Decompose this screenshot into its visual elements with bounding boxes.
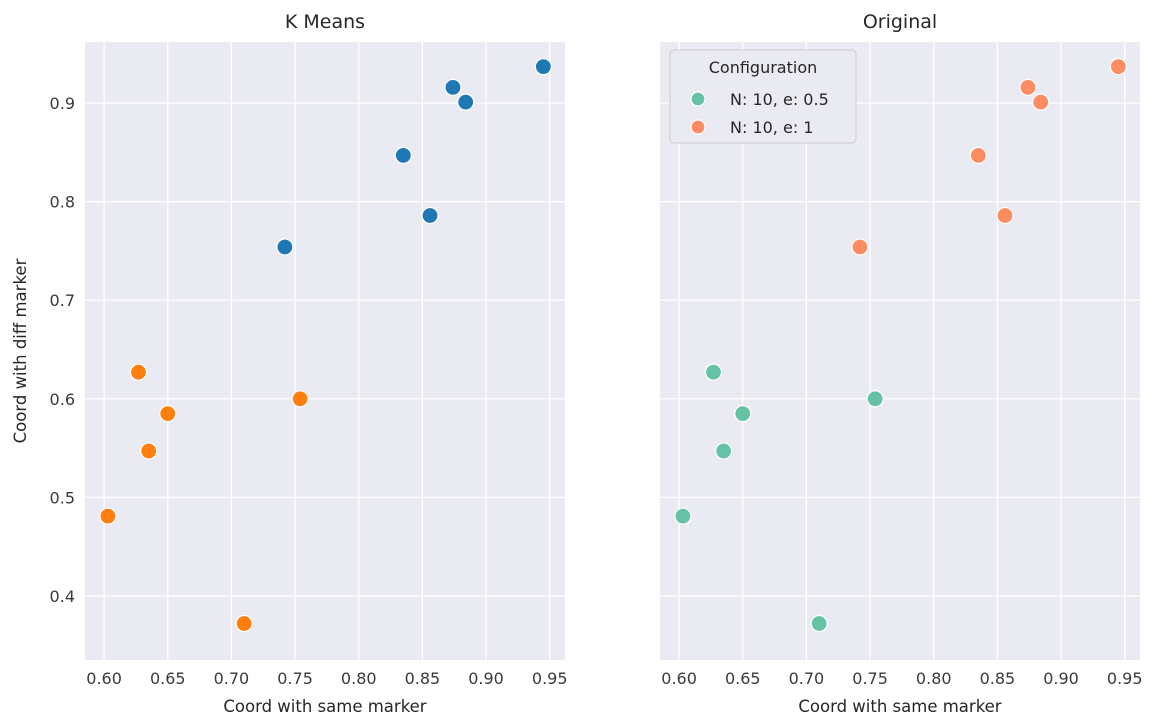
data-point (715, 442, 733, 460)
y-tick-label: 0.8 (50, 193, 75, 212)
data-point (421, 206, 439, 225)
y-tick-label: 0.4 (50, 587, 75, 606)
x-tick-label: 0.70 (789, 669, 825, 688)
kmeans-panel: 0.60 0.65 0.70 0.75 0.80 0.85 0.90 0.95 0.4 0.5 0.… (11, 11, 568, 716)
data-point (1032, 93, 1050, 111)
x-axis-label: Coord with same marker (798, 697, 1001, 716)
x-tick-label: 0.75 (852, 669, 888, 688)
x-tick-label: 0.80 (916, 669, 952, 688)
legend: Configuration N: 10, e: 0.5 N: 10, e: 1 (669, 49, 857, 144)
legend-box (669, 49, 857, 144)
x-tick-label: 0.60 (86, 669, 122, 688)
data-point (444, 78, 462, 96)
data-point (1109, 58, 1127, 76)
plot-area (660, 42, 1140, 660)
data-point (866, 390, 884, 408)
data-point (534, 58, 552, 76)
data-point (1019, 78, 1037, 96)
data-point (996, 206, 1014, 225)
x-tick-label: 0.85 (405, 669, 441, 688)
x-tick-label: 0.80 (341, 669, 377, 688)
x-tick-label: 0.75 (277, 669, 313, 688)
x-tick-label: 0.60 (661, 669, 697, 688)
x-axis-label: Coord with same marker (223, 697, 426, 716)
y-axis-label: Coord with diff marker (11, 258, 30, 443)
data-point (159, 404, 177, 423)
data-point (140, 442, 158, 460)
data-point (457, 93, 475, 111)
data-point (734, 404, 752, 423)
x-tick-label: 0.65 (150, 669, 186, 688)
plot-area (85, 42, 565, 660)
y-tick-label: 0.5 (50, 488, 75, 507)
x-tick-label: 0.65 (725, 669, 761, 688)
data-point (810, 614, 828, 633)
data-point (674, 507, 692, 525)
data-point (851, 238, 869, 256)
data-point (969, 146, 987, 164)
x-tick-label: 0.90 (468, 669, 504, 688)
data-point (394, 146, 412, 164)
x-tick-label: 0.90 (1043, 669, 1079, 688)
legend-marker (690, 119, 706, 135)
chart-title: Original (863, 11, 937, 33)
legend-entry-label: N: 10, e: 1 (730, 118, 813, 137)
data-point (291, 390, 309, 408)
data-point (99, 507, 117, 525)
legend-entry-label: N: 10, e: 0.5 (730, 90, 829, 109)
data-point (235, 614, 253, 633)
y-tick-label: 0.7 (50, 291, 75, 310)
legend-title: Configuration (709, 58, 818, 77)
data-point (129, 363, 148, 381)
data-point (276, 238, 294, 256)
x-tick-label: 0.95 (532, 669, 568, 688)
x-tick-label: 0.95 (1107, 669, 1143, 688)
x-tick-label: 0.70 (214, 669, 250, 688)
y-tick-label: 0.6 (50, 390, 75, 409)
data-point (704, 363, 723, 381)
original-panel: 0.60 0.65 0.70 0.75 0.80 0.85 0.90 0.95 Original… (660, 11, 1143, 716)
chart-title: K Means (285, 11, 365, 33)
y-tick-label: 0.9 (50, 94, 75, 113)
legend-marker (690, 91, 706, 107)
x-tick-label: 0.85 (980, 669, 1016, 688)
